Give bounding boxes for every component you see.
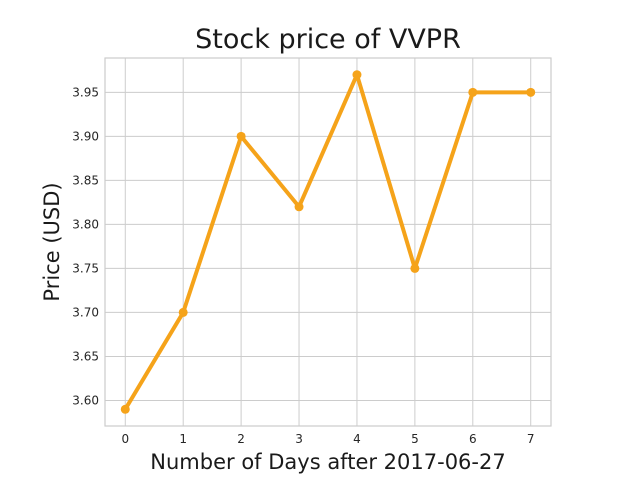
data-point: [352, 70, 362, 80]
data-point: [468, 87, 478, 97]
y-axis-label: Price (USD): [40, 182, 64, 301]
data-point: [526, 87, 536, 97]
plot-frame: [104, 57, 552, 427]
x-tick-label: 5: [411, 432, 419, 446]
y-tick-label: 3.80: [72, 217, 99, 231]
y-tick-label: 3.75: [72, 261, 99, 275]
series-line: [123, 72, 533, 412]
x-tick-label: 7: [527, 432, 535, 446]
data-point: [178, 307, 188, 317]
x-axis-ticks: 0 1 2 3 4 5 6 7: [121, 432, 534, 446]
data-point: [294, 202, 304, 212]
chart-title: Stock price of VVPR: [195, 24, 461, 55]
y-tick-label: 3.65: [72, 349, 99, 363]
x-tick-label: 4: [353, 432, 361, 446]
x-tick-label: 3: [295, 432, 303, 446]
x-tick-label: 6: [469, 432, 477, 446]
y-tick-label: 3.95: [72, 85, 99, 99]
y-tick-label: 3.60: [72, 393, 99, 407]
y-axis-ticks: 3.60 3.65 3.70 3.75 3.80 3.85 3.90 3.95: [72, 85, 99, 407]
data-point: [410, 263, 420, 273]
x-tick-label: 0: [121, 432, 129, 446]
y-tick-label: 3.70: [72, 305, 99, 319]
x-tick-label: 2: [237, 432, 245, 446]
y-tick-label: 3.85: [72, 173, 99, 187]
grid: [105, 58, 551, 426]
y-tick-label: 3.90: [72, 129, 99, 143]
x-tick-label: 1: [179, 432, 187, 446]
data-point: [120, 404, 130, 414]
data-point: [236, 131, 246, 141]
x-axis-label: Number of Days after 2017-06-27: [150, 450, 505, 474]
series-layer: [120, 70, 536, 414]
